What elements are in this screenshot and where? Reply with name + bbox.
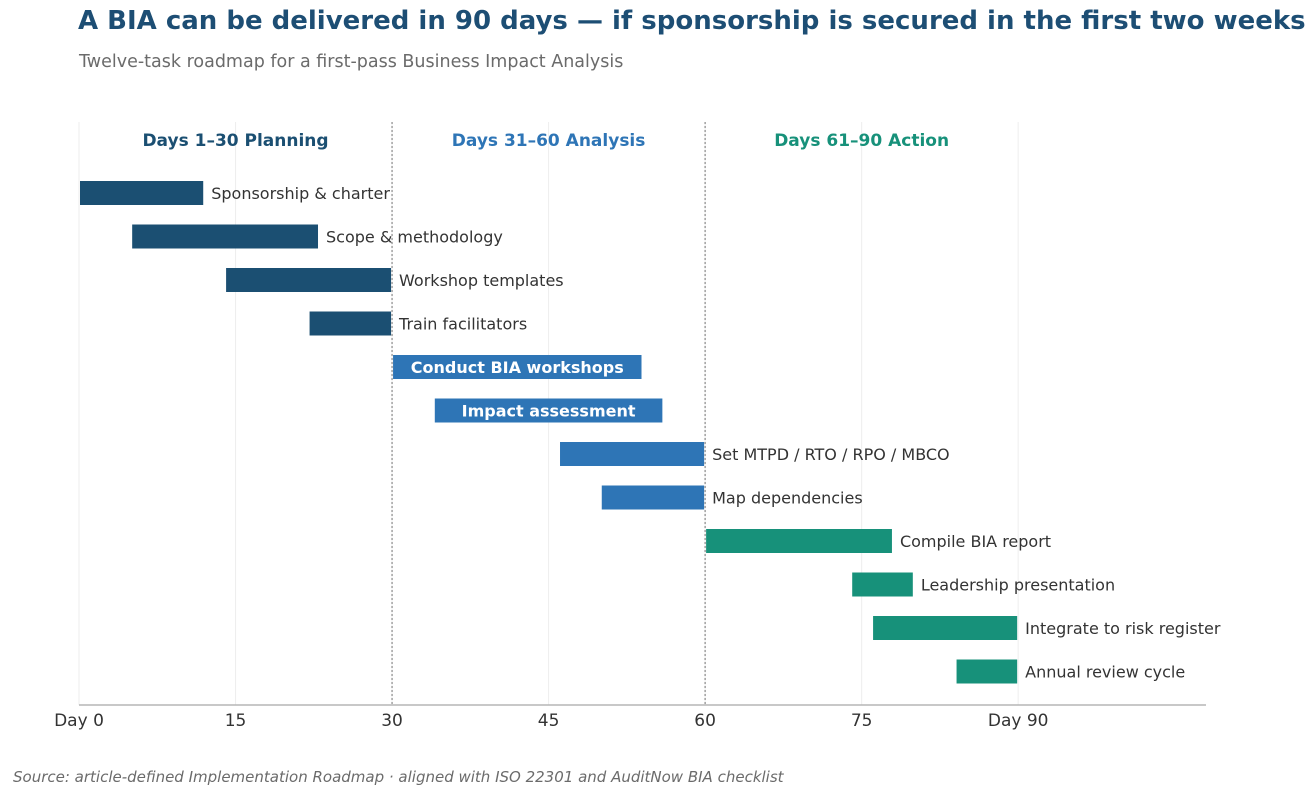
task-label-2: Workshop templates <box>399 271 564 290</box>
phase-header-0: Days 1–30 Planning <box>142 131 328 151</box>
x-tick-label-6: Day 90 <box>988 711 1049 731</box>
chart-subtitle: Twelve-task roadmap for a first-pass Bus… <box>79 52 624 72</box>
task-bar-2 <box>226 268 392 292</box>
x-tick-label-2: 30 <box>381 711 403 731</box>
task-label-5: Impact assessment <box>462 402 636 421</box>
task-bar-5 <box>434 398 663 423</box>
task-bar-4 <box>393 355 642 379</box>
task-label-7: Map dependencies <box>712 489 863 508</box>
x-tick-label-1: 15 <box>225 711 247 731</box>
task-bar-7 <box>601 485 705 510</box>
task-label-4: Conduct BIA workshops <box>411 358 624 377</box>
task-label-0: Sponsorship & charter <box>211 184 390 203</box>
chart-title: A BIA can be delivered in 90 days — if s… <box>78 6 1306 36</box>
task-label-6: Set MTPD / RTO / RPO / MBCO <box>712 445 950 464</box>
x-axis: Day 0 15 30 45 60 75 Day 90 <box>54 704 1206 731</box>
task-label-1: Scope & methodology <box>326 228 503 247</box>
task-bar-9 <box>852 572 913 597</box>
x-tick-label-4: 60 <box>694 711 716 731</box>
task-bar-0 <box>80 181 204 205</box>
phase-header-1: Days 31–60 Analysis <box>452 131 646 151</box>
x-tick-label-0: Day 0 <box>54 711 104 731</box>
phase-headers: Days 1–30 Planning Days 31–60 Analysis Day… <box>142 131 949 151</box>
x-tick-label-3: 45 <box>538 711 560 731</box>
phase-boundaries <box>391 122 706 705</box>
task-bar-3 <box>309 311 392 336</box>
task-label-9: Leadership presentation <box>921 576 1115 595</box>
task-bar-8 <box>706 529 892 553</box>
task-bar-6 <box>560 442 705 466</box>
phase-header-2: Days 61–90 Action <box>774 131 949 151</box>
task-bar-1 <box>132 224 319 249</box>
source-note: Source: article-defined Implementation R… <box>13 768 784 786</box>
task-label-10: Integrate to risk register <box>1025 619 1221 638</box>
task-label-8: Compile BIA report <box>900 532 1051 551</box>
task-bar-10 <box>873 616 1018 640</box>
x-tick-label-5: 75 <box>851 711 873 731</box>
task-label-3: Train facilitators <box>398 315 527 334</box>
task-bars: Sponsorship & charter Scope & methodology… <box>80 181 1221 684</box>
task-label-11: Annual review cycle <box>1025 663 1185 682</box>
task-bar-11 <box>956 659 1018 684</box>
